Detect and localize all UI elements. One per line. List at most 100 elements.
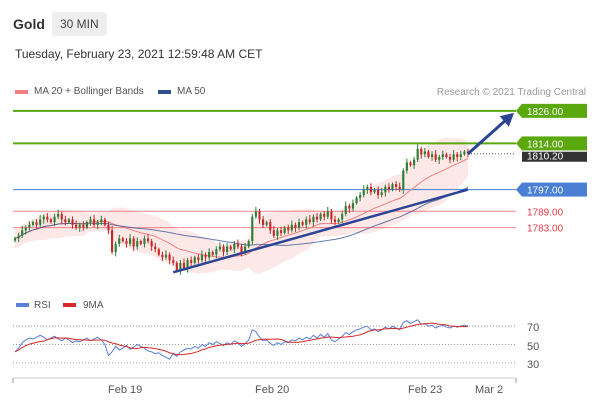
- candle-body: [445, 154, 448, 157]
- candle-body: [341, 214, 344, 220]
- level-label-3: 1789.00: [527, 207, 564, 218]
- candle-body: [269, 222, 272, 231]
- candle-body: [42, 216, 45, 220]
- candle-body: [186, 260, 189, 269]
- level-tag-arrow-1: [516, 136, 522, 151]
- level-tag-2: [522, 182, 587, 197]
- bollinger-band: [15, 137, 468, 274]
- candle-body: [387, 186, 390, 190]
- candle-body: [121, 238, 124, 242]
- candle-body: [283, 227, 286, 233]
- candle-body: [13, 238, 17, 241]
- candle-body: [96, 222, 99, 225]
- legend-ma50: MA 50: [158, 86, 205, 97]
- last-price-box: [522, 151, 587, 162]
- candle-body: [215, 249, 218, 255]
- candle-body: [276, 230, 279, 236]
- header: Gold 30 MIN: [0, 0, 594, 40]
- candle-body: [261, 219, 265, 225]
- candle-body: [265, 222, 268, 225]
- candle-body: [233, 243, 236, 250]
- candle-body: [236, 243, 239, 247]
- candle-body: [46, 216, 49, 220]
- candle-body: [319, 214, 322, 220]
- candle-body: [452, 154, 455, 160]
- candle-body: [28, 224, 31, 228]
- candle-body: [305, 219, 308, 225]
- candle-body: [154, 246, 157, 250]
- timeframe-badge[interactable]: 30 MIN: [52, 12, 107, 36]
- rsi-tick-50: 50: [527, 341, 539, 353]
- candle-body: [64, 219, 67, 223]
- level-label-1: 1814.00: [527, 139, 564, 150]
- level-tag-1: [522, 136, 587, 151]
- candle-body: [438, 157, 441, 160]
- candle-body: [182, 262, 186, 269]
- rsi-tick-labels: 70 50 30: [527, 322, 539, 371]
- candle-body: [168, 254, 171, 261]
- candle-body: [136, 241, 139, 247]
- candle-body: [463, 151, 466, 155]
- candle-body: [391, 184, 394, 190]
- x-tick-feb19: Feb 19: [108, 384, 142, 396]
- rsi-tick-70: 70: [527, 322, 539, 334]
- candle-body: [420, 148, 423, 155]
- candle-body: [287, 227, 290, 231]
- candle-body: [114, 243, 117, 252]
- candle-body: [132, 238, 135, 247]
- candle-body: [448, 157, 452, 160]
- candle-body: [60, 214, 63, 220]
- x-tick-mar2: Mar 2: [475, 384, 503, 396]
- candle-body: [67, 219, 71, 223]
- candle-body: [323, 214, 326, 217]
- ma50-label: MA 50: [177, 86, 206, 97]
- level-label-0: 1826.00: [527, 107, 564, 118]
- candle-body: [143, 238, 146, 244]
- candle-body: [204, 254, 207, 258]
- candle-body: [301, 222, 304, 225]
- candle-body: [362, 189, 365, 195]
- rsi-ma-legend-label: 9MA: [83, 300, 104, 311]
- rsi-legend-label: RSI: [34, 300, 51, 311]
- candle-body: [398, 186, 401, 190]
- candle-body: [402, 170, 405, 190]
- last-price: 1810.20: [468, 151, 587, 163]
- candle-body: [330, 211, 333, 220]
- candle-body: [380, 192, 383, 195]
- candle-body: [308, 219, 311, 223]
- candle-body: [423, 151, 426, 155]
- candle-body: [218, 246, 222, 250]
- rsi-line: [14, 319, 469, 360]
- candle-body: [240, 246, 243, 252]
- candle-body: [369, 186, 373, 193]
- candle-body: [49, 219, 53, 223]
- candle-body: [21, 230, 24, 236]
- candle-body: [247, 241, 250, 247]
- candle-body: [100, 219, 103, 223]
- candle-body: [128, 238, 132, 244]
- candle-body: [146, 238, 150, 242]
- candle-body: [208, 252, 211, 258]
- datetime: Tuesday, February 23, 2021 12:59:48 AM C…: [15, 47, 263, 61]
- candle-body: [164, 254, 168, 258]
- last-price-label: 1810.20: [527, 152, 564, 163]
- candle-body: [179, 262, 182, 271]
- target-arrow: [467, 117, 510, 155]
- candle-body: [53, 216, 56, 223]
- level-tag-arrow-0: [516, 103, 522, 118]
- copyright: Research © 2021 Trading Central: [436, 87, 586, 98]
- instrument-title: Gold: [13, 16, 45, 32]
- x-axis-ticks: Feb 19 Feb 20 Feb 23 Mar 2: [12, 378, 517, 396]
- candle-body: [157, 249, 160, 255]
- legend-ma20: MA 20 + Bollinger Bands: [15, 86, 144, 97]
- candle-body: [373, 189, 376, 193]
- level-tag-0: [522, 103, 587, 118]
- candle-body: [118, 238, 121, 244]
- arrow-head: [499, 112, 514, 127]
- level-label-2: 1797.00: [527, 186, 564, 197]
- candle-body: [434, 154, 437, 160]
- candle-body: [409, 162, 412, 166]
- candle-body: [197, 257, 200, 261]
- candle-body: [82, 224, 85, 228]
